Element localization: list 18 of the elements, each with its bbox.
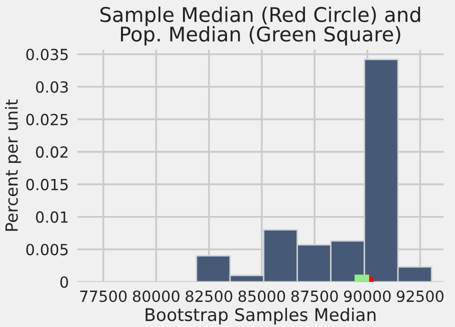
x-tick-label: 77500: [80, 290, 127, 302]
y-tick-label: 0.02: [36, 146, 68, 158]
y-tick-label: 0.005: [26, 244, 68, 256]
x-axis-title: Bootstrap Samples Median: [146, 308, 376, 325]
y-tick-label: 0: [60, 276, 68, 288]
y-tick-label: 0.01: [36, 211, 68, 223]
x-tick-label: 82500: [186, 290, 232, 302]
y-axis-title: Percent per unit: [4, 100, 22, 231]
y-tick-label: 0.015: [26, 178, 68, 190]
x-tick-label: 80000: [132, 290, 180, 302]
y-tick-label: 0.025: [26, 114, 68, 126]
x-tick-label: 85000: [238, 290, 286, 302]
x-tick-label: 92500: [396, 290, 444, 302]
y-tick-label: 0.03: [36, 81, 68, 93]
x-tick-label: 90000: [344, 290, 391, 302]
chart-title: Sample Median (Red Circle) and Pop. Median (Green Square): [100, 6, 420, 46]
x-tick-label: 87500: [291, 290, 338, 302]
y-tick-label: 0.035: [26, 48, 68, 60]
